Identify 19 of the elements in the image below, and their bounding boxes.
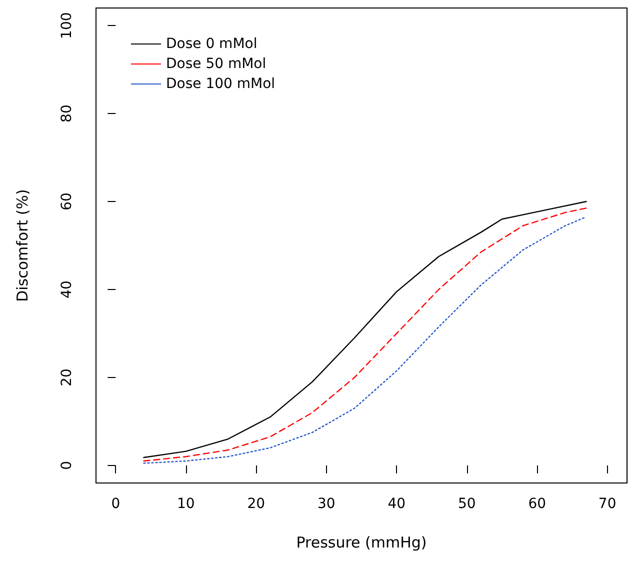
x-tick-label: 30 [317,496,336,512]
x-tick-label: 60 [528,496,546,512]
x-tick-label: 10 [176,496,195,512]
y-tick-label: 60 [59,192,75,210]
legend-label: Dose 50 mMol [166,56,266,72]
y-tick-label: 0 [59,460,75,470]
y-tick-label: 80 [59,104,75,122]
y-axis-title: Discomfort (%) [14,189,32,302]
x-tick-label: 50 [458,496,476,512]
x-tick-label: 40 [388,496,406,512]
y-tick-label: 100 [59,12,75,39]
y-tick-label: 40 [59,280,75,298]
x-axis-title: Pressure (mmHg) [296,534,427,552]
legend-label: Dose 100 mMol [166,76,276,92]
x-tick-label: 70 [598,496,616,512]
x-tick-label: 20 [247,496,266,512]
x-tick-label: 0 [111,496,120,512]
y-tick-label: 20 [59,368,75,386]
legend-label: Dose 0 mMol [166,36,258,52]
